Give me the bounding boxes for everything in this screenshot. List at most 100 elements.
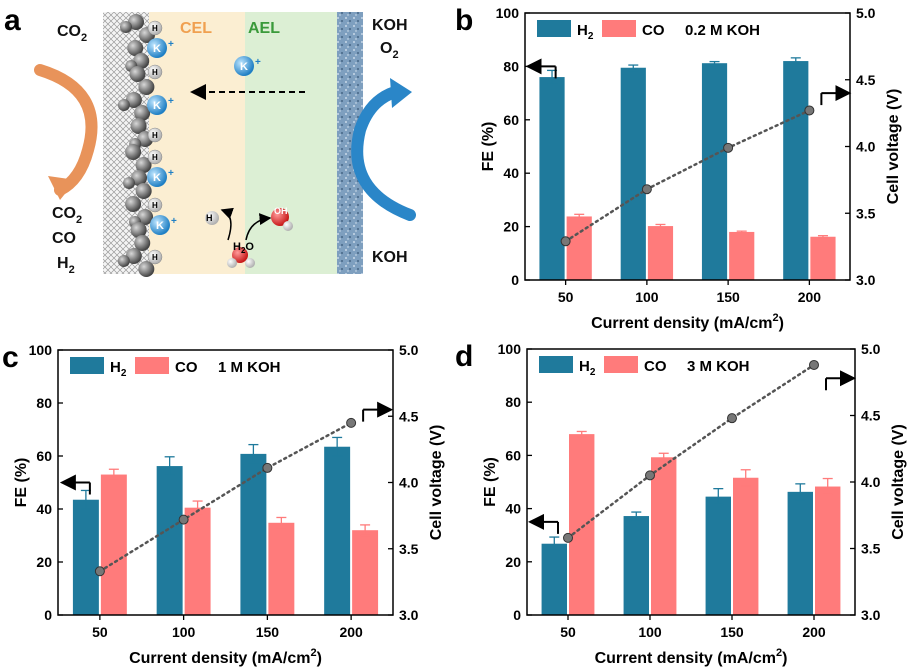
y-tick-label: 60: [505, 447, 521, 463]
potassium-ion-label: K: [156, 220, 164, 232]
catalyst-sphere: [138, 79, 155, 95]
catalyst-sphere: [135, 183, 152, 199]
y-axis-title: FE (%): [13, 458, 30, 508]
h2-bar: [156, 466, 183, 615]
potassium-ion-icon: [147, 38, 167, 58]
legend-label-h2: H2: [577, 22, 594, 42]
co-bar: [810, 236, 836, 280]
potassium-ion-label: K: [153, 43, 161, 55]
proton-icon: [147, 64, 163, 80]
voltage-point: [560, 236, 571, 247]
y2-tick-label: 4.0: [399, 475, 419, 491]
proton-label: H: [152, 131, 158, 140]
proton-icon: [147, 149, 163, 165]
catalyst-sphere: [134, 235, 151, 251]
y2-tick-label: 4.0: [856, 139, 876, 155]
potassium-ion-icon: [234, 56, 254, 76]
legend-swatch-co: [135, 357, 169, 374]
panel-label-c: c: [2, 341, 19, 374]
y-tick-label: 40: [505, 501, 521, 517]
proton-label: H: [152, 68, 158, 77]
legend-swatch-h2: [537, 20, 571, 37]
catalyst-sphere: [127, 40, 144, 56]
catalyst-sphere: [117, 99, 130, 111]
y-tick-label: 40: [36, 501, 52, 517]
h2-bar: [783, 61, 809, 281]
h2-bar: [787, 491, 813, 615]
ion-species: K + K + K + K + K + H H H H H H: [147, 20, 261, 265]
potassium-ion-label: K: [240, 61, 248, 73]
dissociation-arrow-oh: [245, 213, 272, 241]
y-tick-label: 100: [29, 342, 53, 358]
water-dissociation: H2O H OH: [205, 206, 293, 268]
catalyst-sphere: [125, 92, 142, 108]
co-bar: [733, 477, 759, 615]
x-tick-label: 50: [560, 624, 576, 640]
x-tick-label: 200: [802, 624, 826, 640]
voltage-point: [804, 105, 815, 116]
co-bar: [815, 486, 841, 615]
catalyst-sphere: [135, 157, 152, 173]
x-tick-label: 150: [720, 624, 744, 640]
proton-label: H: [152, 253, 158, 262]
legend-label-co: CO: [175, 359, 198, 376]
proton-label: H: [152, 201, 158, 210]
potassium-ion-icon: [147, 95, 167, 115]
ael-layer: [245, 12, 337, 274]
h2-bar: [240, 453, 267, 615]
y2-tick-label: 3.5: [861, 541, 881, 557]
y-axis-title: FE (%): [480, 122, 497, 172]
voltage-point: [809, 359, 819, 370]
proton-label: H: [152, 24, 158, 33]
catalyst-sphere: [125, 196, 142, 212]
y-axis-title: FE (%): [482, 457, 499, 507]
water-molecule-icon: [232, 247, 248, 263]
catalyst-sphere: [137, 209, 154, 225]
koh-outlet-label: KOH: [372, 249, 408, 266]
x-axis-title: Current density (mA/cm2): [595, 647, 788, 667]
y-tick-label: 20: [503, 219, 519, 235]
water-h-atom-icon: [227, 258, 237, 268]
y-tick-label: 100: [498, 341, 522, 357]
catalyst-sphere: [138, 261, 155, 277]
proton-icon: [147, 249, 163, 265]
legend-swatch-h2: [539, 356, 573, 373]
y2-tick-label: 5.0: [861, 341, 881, 357]
co-bar: [729, 231, 755, 280]
y2-axis-title: Cell voltage (V): [428, 425, 445, 541]
x-axis-title: Current density (mA/cm2): [129, 647, 322, 667]
x-tick-label: 150: [716, 289, 740, 305]
catalyst-sphere: [130, 118, 147, 134]
y2-tick-label: 3.0: [856, 272, 876, 288]
proton-icon: [147, 20, 163, 36]
co-bar: [184, 507, 211, 615]
koh-flow-arrowhead: [390, 78, 412, 108]
ion-charge: +: [168, 168, 174, 179]
co-bar: [566, 216, 592, 280]
ion-charge: +: [168, 96, 174, 107]
y2-tick-label: 3.0: [399, 607, 419, 623]
panel-label-d: d: [455, 340, 473, 373]
x-tick-label: 150: [256, 624, 280, 640]
condition-label: 3 M KOH: [687, 358, 750, 375]
x-tick-label: 50: [558, 289, 574, 305]
voltage-point: [727, 413, 737, 424]
voltage-point: [563, 532, 573, 543]
water-h-atom-icon: [245, 258, 255, 268]
co2-flow-arrow: [34, 64, 98, 196]
x-axis-title: Current density (mA/cm2): [591, 312, 784, 332]
proton-icon: [205, 211, 219, 225]
catalyst-sphere: [125, 144, 142, 160]
catalyst-sphere: [125, 248, 142, 264]
h2-bar: [541, 543, 567, 615]
h2-bar: [705, 496, 731, 615]
catalyst-particles: [117, 14, 155, 277]
y2-tick-label: 4.5: [399, 408, 419, 424]
co2-flow-arrowhead: [48, 176, 76, 200]
co-bar: [100, 474, 127, 615]
ion-charge: +: [168, 39, 174, 50]
y-tick-label: 20: [505, 554, 521, 570]
y-tick-label: 100: [496, 5, 520, 21]
y2-axis-title: Cell voltage (V): [890, 424, 907, 540]
